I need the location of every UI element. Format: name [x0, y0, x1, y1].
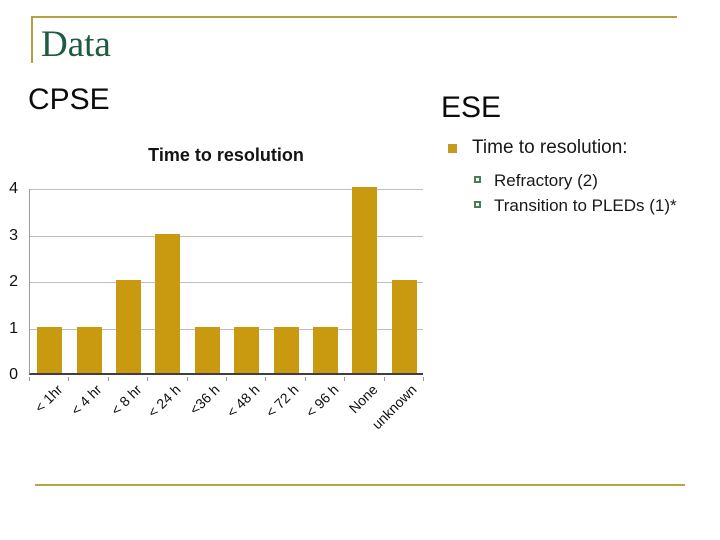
- bar: [234, 326, 260, 373]
- x-axis-tick: [304, 377, 306, 381]
- plot-area: [29, 187, 423, 375]
- filled-square-bullet-icon: [448, 144, 457, 153]
- hollow-square-bullet-icon: [474, 176, 481, 183]
- sub-bullet-transition-pleds: Transition to PLEDs (1)*: [474, 195, 677, 217]
- y-axis-tick-label: 1: [9, 319, 18, 337]
- bar: [116, 280, 141, 373]
- gridline-y3: [30, 235, 423, 237]
- bottom-accent-rule: [35, 484, 685, 486]
- bar: [194, 326, 220, 373]
- bar: [352, 187, 378, 373]
- bar: [37, 326, 63, 373]
- x-axis-tick: [68, 377, 70, 381]
- sub-bullet-text: Refractory (2): [494, 171, 598, 190]
- y-axis-tick-label: 4: [9, 180, 18, 197]
- sub-bullet-refractory: Refractory (2): [474, 170, 598, 192]
- bar: [76, 326, 102, 373]
- bar: [391, 280, 417, 373]
- y-axis-tick-label: 2: [9, 273, 18, 290]
- bullet-text: Time to resolution:: [472, 137, 628, 158]
- gridline-y2: [30, 282, 423, 283]
- x-axis-tick: [107, 377, 109, 381]
- gridline-y4: [30, 189, 423, 190]
- sub-bullet-text: Transition to PLEDs (1)*: [494, 196, 677, 215]
- x-axis-tick: [344, 377, 346, 381]
- chart-title: Time to resolution: [148, 145, 304, 165]
- x-axis-tick: [265, 377, 267, 381]
- x-axis-tick: [186, 377, 188, 381]
- y-axis-tick-label: 0: [9, 366, 18, 383]
- page-title: Data: [41, 24, 111, 65]
- x-axis-tick: [147, 377, 149, 381]
- bullet-item-time-to-resolution: Time to resolution:: [448, 135, 628, 161]
- x-axis-tick: [383, 377, 385, 381]
- x-axis-tick: [226, 377, 227, 381]
- bar: [155, 233, 181, 373]
- hollow-square-bullet-icon: [474, 201, 481, 208]
- heading-ese: ESE: [441, 91, 502, 124]
- bar: [313, 326, 338, 373]
- bar: [273, 326, 299, 373]
- top-accent-rule: [31, 16, 677, 18]
- x-axis-tick: [423, 377, 424, 381]
- left-accent-rule: [31, 16, 33, 63]
- x-axis-tick: [29, 377, 30, 381]
- gridline-y1: [30, 328, 423, 330]
- y-axis-tick-label: 3: [9, 226, 18, 244]
- heading-cpse: CPSE: [28, 83, 110, 116]
